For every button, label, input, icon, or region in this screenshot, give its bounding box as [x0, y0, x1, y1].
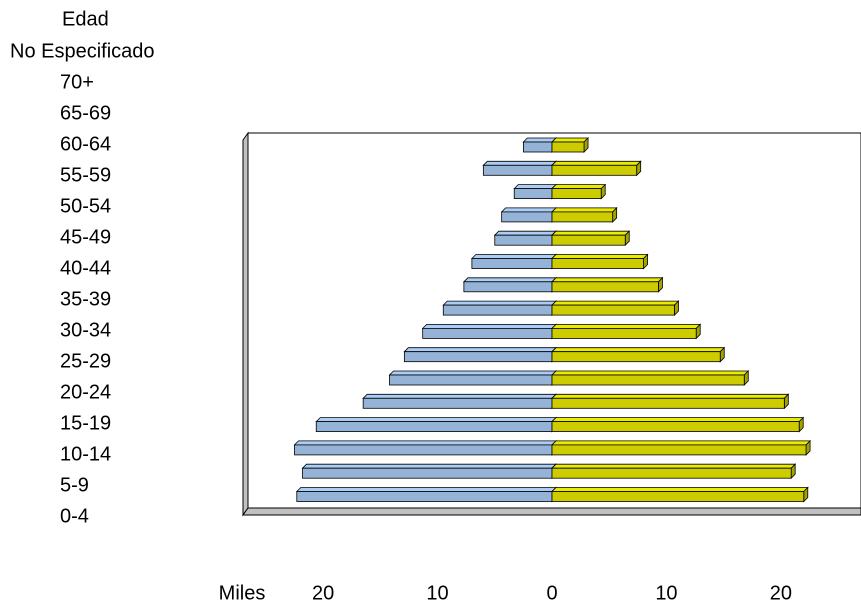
bar-depth	[442, 300, 557, 306]
x-tick-label: 20	[770, 582, 792, 604]
bar	[551, 491, 805, 502]
bar	[522, 141, 553, 153]
y-tick-label: 70+	[60, 71, 94, 93]
y-tick-label: 50-54	[60, 195, 111, 217]
bar-depth	[301, 463, 557, 469]
bar	[551, 211, 614, 223]
bar	[471, 258, 553, 269]
y-tick-label: 40-44	[60, 257, 111, 279]
plot-floor	[242, 507, 861, 516]
bar	[501, 211, 553, 223]
bar	[551, 164, 638, 176]
bar-depth	[293, 440, 557, 446]
bar	[551, 351, 721, 363]
bar	[296, 491, 553, 502]
bar	[513, 188, 553, 200]
y-tick-label: 20-24	[60, 381, 111, 403]
y-tick-label: 0-4	[60, 505, 89, 527]
bar-depth	[362, 393, 557, 399]
bar-depth	[482, 160, 557, 166]
y-tick-label: 60-64	[60, 133, 111, 155]
y-tick-label: 35-39	[60, 288, 111, 310]
bar	[442, 304, 553, 316]
y-tick-label: 45-49	[60, 226, 111, 248]
y-tick-label: 15-19	[60, 412, 111, 434]
bar	[315, 421, 553, 433]
bar-depth	[403, 347, 557, 353]
y-tick-label: 55-59	[60, 164, 111, 186]
x-tick-label: 0	[546, 582, 557, 604]
y-axis-label: Edad	[62, 8, 109, 30]
bar-depth	[388, 370, 557, 376]
bar-depth	[522, 137, 557, 143]
bar-depth	[493, 230, 557, 236]
bar-depth	[551, 393, 790, 399]
bar	[294, 444, 553, 456]
bar-depth	[551, 487, 809, 492]
bar	[551, 188, 602, 200]
bar	[551, 281, 659, 293]
bar-depth	[513, 184, 557, 190]
bar	[422, 327, 553, 339]
bar	[551, 397, 785, 409]
y-tick-label: No Especificado	[10, 40, 155, 62]
y-tick-label: 30-34	[60, 319, 111, 341]
bar-depth	[500, 207, 557, 213]
bar-depth	[551, 230, 631, 236]
bar	[403, 351, 553, 363]
bar-depth	[421, 323, 557, 329]
bar	[482, 164, 553, 176]
bar	[551, 467, 792, 479]
y-tick-label: 5-9	[60, 474, 89, 496]
bar-depth	[315, 417, 557, 423]
bar	[551, 327, 697, 339]
x-tick-label: 10	[426, 582, 448, 604]
bar	[389, 374, 553, 386]
bar-depth	[551, 300, 680, 306]
bar	[463, 281, 553, 293]
bar-depth	[551, 440, 812, 446]
bar-depth	[551, 184, 607, 190]
bar-depth	[551, 160, 642, 166]
bar-depth	[470, 254, 557, 259]
bar-depth	[551, 323, 702, 329]
bar-depth	[551, 254, 649, 259]
bar-depth	[551, 463, 797, 469]
x-tick-label: 20	[312, 582, 334, 604]
bar	[551, 444, 807, 456]
bar	[494, 234, 553, 246]
bar-depth	[551, 137, 590, 143]
bar	[362, 397, 553, 409]
bar	[551, 421, 800, 433]
x-tick-label: 10	[655, 582, 677, 604]
bar-depth	[551, 370, 750, 376]
bar-depth	[551, 417, 805, 423]
bar	[302, 467, 553, 479]
bar	[551, 304, 675, 316]
y-tick-label: 65-69	[60, 102, 111, 124]
bar-depth	[551, 277, 664, 283]
bar-depth	[295, 487, 557, 492]
plot-wall	[242, 131, 249, 517]
bar-depth	[551, 347, 726, 353]
bar	[551, 374, 745, 386]
bar-depth	[551, 207, 618, 213]
y-tick-label: 25-29	[60, 350, 111, 372]
x-axis-label: Miles	[219, 582, 266, 604]
bar-depth	[462, 277, 557, 283]
bar	[551, 234, 626, 246]
bar	[551, 141, 585, 153]
y-tick-label: 10-14	[60, 443, 111, 465]
bar	[551, 258, 644, 269]
